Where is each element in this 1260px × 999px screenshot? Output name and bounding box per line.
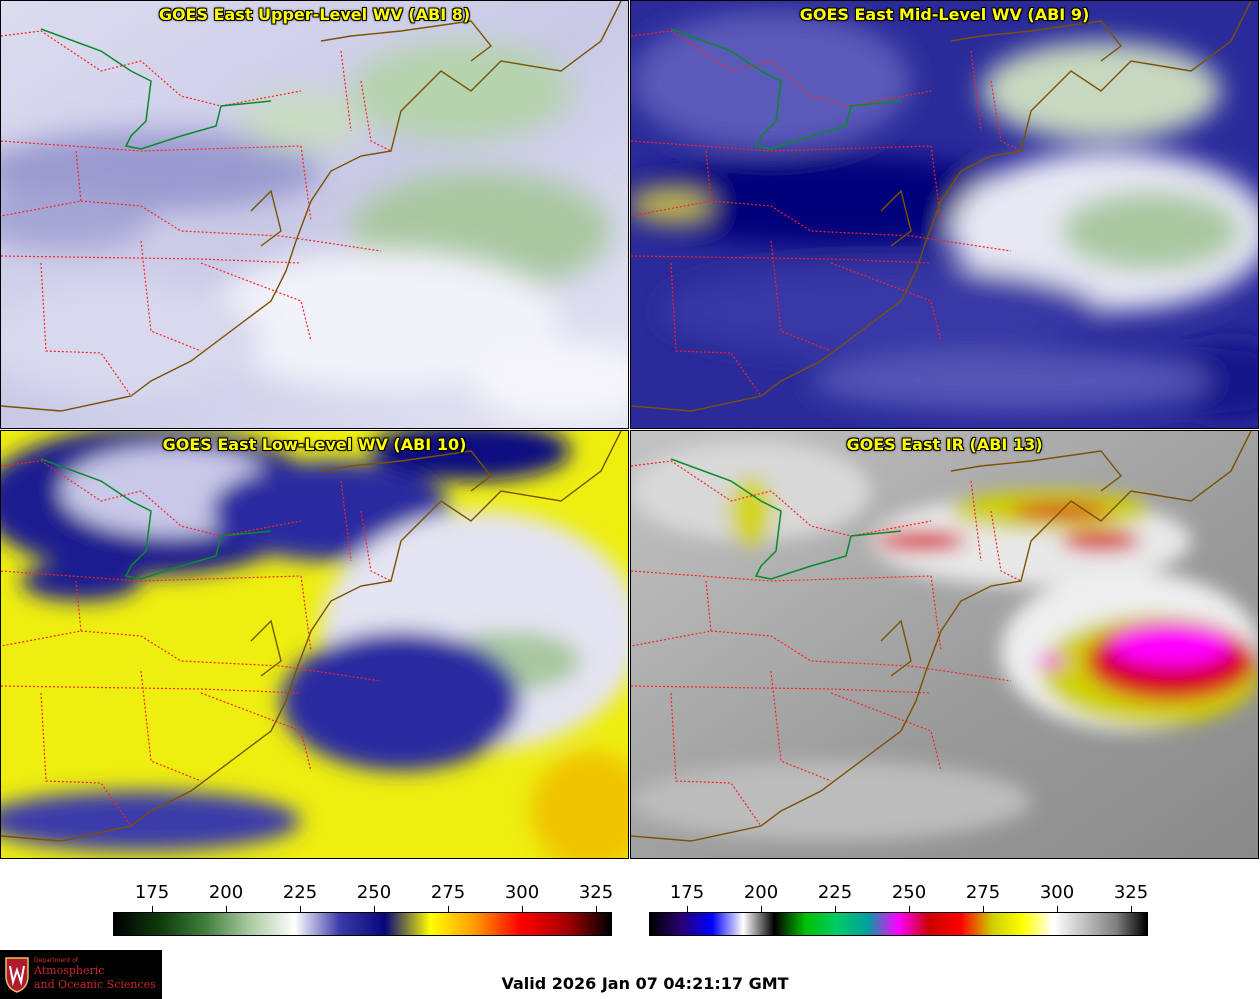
infrared-image [631, 431, 1258, 858]
upper-level-wv-image [1, 1, 628, 428]
panel-title: GOES East IR (ABI 13) [846, 435, 1043, 454]
mid-level-wv-panel: GOES East Mid-Level WV (ABI 9) [630, 0, 1259, 429]
state-borders [1, 30, 392, 397]
colorbar-tick-label: 175 [134, 882, 170, 903]
colorbar-tick-label: 325 [1113, 882, 1149, 903]
colorbar-tick-label: 225 [817, 882, 853, 903]
colorbar-tick-label: 250 [356, 882, 392, 903]
state-borders [631, 30, 1022, 397]
colorbar-tick-label: 300 [504, 882, 540, 903]
coastlines [631, 431, 1252, 842]
colorbar-tick-label: 250 [891, 882, 927, 903]
colorbar-tick-label: 300 [1039, 882, 1075, 903]
panel-title: GOES East Upper-Level WV (ABI 8) [158, 5, 471, 24]
colorbar-tick [983, 906, 984, 912]
aos-department-logo: Department of Atmospheric and Oceanic Sc… [0, 950, 162, 999]
colorbar-tick [687, 906, 688, 912]
colorbar-tick [226, 906, 227, 912]
panel-title: GOES East Low-Level WV (ABI 10) [162, 435, 467, 454]
valid-time-label: Valid 2026 Jan 07 04:21:17 GMT [501, 974, 789, 993]
low-level-wv-panel: GOES East Low-Level WV (ABI 10) [0, 430, 629, 859]
infrared-panel: GOES East IR (ABI 13) [630, 430, 1259, 859]
uw-crest-icon [5, 957, 29, 993]
colorbar-tick [1131, 906, 1132, 912]
panel-title: GOES East Mid-Level WV (ABI 9) [799, 5, 1090, 24]
colorbar-tick-label: 275 [965, 882, 1001, 903]
low-level-wv-image [1, 431, 628, 858]
water-vapor-colorbar [113, 912, 612, 936]
colorbar-tick-label: 225 [282, 882, 318, 903]
upper-level-wv-panel: GOES East Upper-Level WV (ABI 8) [0, 0, 629, 429]
colorbar-tick-label: 200 [208, 882, 244, 903]
colorbar-tick [596, 906, 597, 912]
logo-name-line2: and Oceanic Sciences [34, 978, 156, 991]
colorbar-tick [152, 906, 153, 912]
colorbar-tick [522, 906, 523, 912]
lake-outlines [670, 458, 902, 580]
colorbar-tick-label: 200 [743, 882, 779, 903]
state-borders [1, 460, 392, 827]
colorbar-tick [300, 906, 301, 912]
coastlines [1, 431, 622, 842]
lake-outlines [40, 28, 272, 150]
colorbar-tick [761, 906, 762, 912]
colorbar-tick [909, 906, 910, 912]
lake-outlines [40, 458, 272, 580]
logo-department-label: Department of [34, 957, 78, 964]
state-borders [631, 460, 1022, 827]
coastlines [631, 1, 1252, 412]
coastlines [1, 1, 622, 412]
colorbar-tick [374, 906, 375, 912]
colorbar-tick-label: 325 [578, 882, 614, 903]
colorbar-tick [448, 906, 449, 912]
colorbar-tick-label: 275 [430, 882, 466, 903]
lake-outlines [670, 28, 902, 150]
colorbar-tick-label: 175 [669, 882, 705, 903]
colorbar-tick [835, 906, 836, 912]
infrared-colorbar [649, 912, 1148, 936]
mid-level-wv-image [631, 1, 1258, 428]
logo-name-line1: Atmospheric [34, 964, 105, 977]
colorbar-tick [1057, 906, 1058, 912]
